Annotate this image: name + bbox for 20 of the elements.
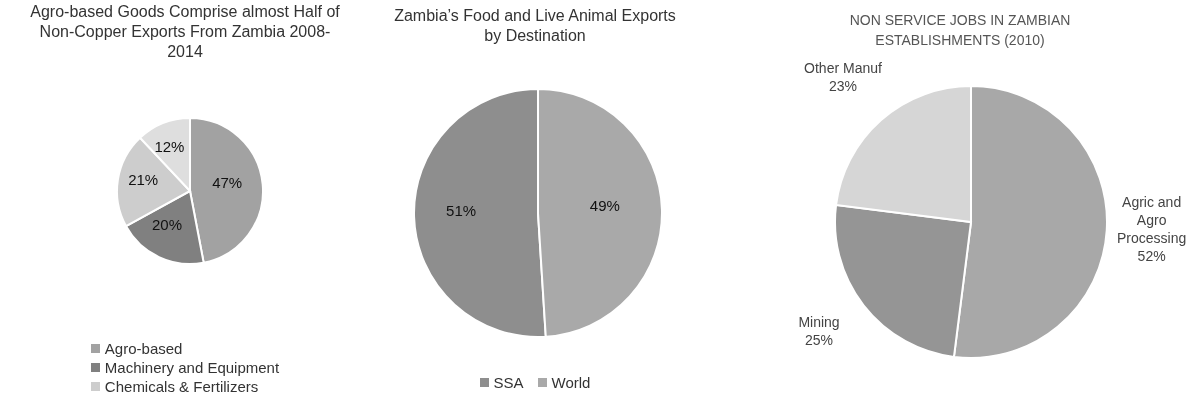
data-label: 52% [1137, 247, 1166, 264]
data-label: 23% [828, 78, 858, 95]
data-label: 47% [212, 173, 243, 191]
data-label: 49% [589, 197, 620, 215]
legend-label: Machinery and Equipment [104, 359, 280, 376]
data-label: 20% [151, 215, 182, 233]
chart-title: Agro-based Goods Comprise almost Half of Non-Copper Exports From Zambia 2008-2014 [29, 2, 341, 62]
data-label: 51% [446, 201, 477, 219]
slice-label: Agric and Agro Processing [1117, 193, 1187, 246]
legend-label: SSA [493, 374, 524, 391]
slice-label: Mining [798, 314, 840, 330]
legend-label: Chemicals & Fertilizers [104, 378, 259, 395]
data-label: 25% [805, 332, 834, 348]
chart-title: NON SERVICE JOBS IN ZAMBIAN ESTABLISHMENTS (2010) [848, 11, 1072, 50]
data-label: 21% [128, 170, 159, 188]
slice-label: Other Manuf [804, 60, 883, 77]
legend-label: Agro-based [104, 340, 183, 357]
data-label: 12% [154, 138, 185, 156]
chart-title: Zambia’s Food and Live Animal Exports by Destination [393, 6, 677, 46]
legend-label: World [551, 374, 591, 391]
